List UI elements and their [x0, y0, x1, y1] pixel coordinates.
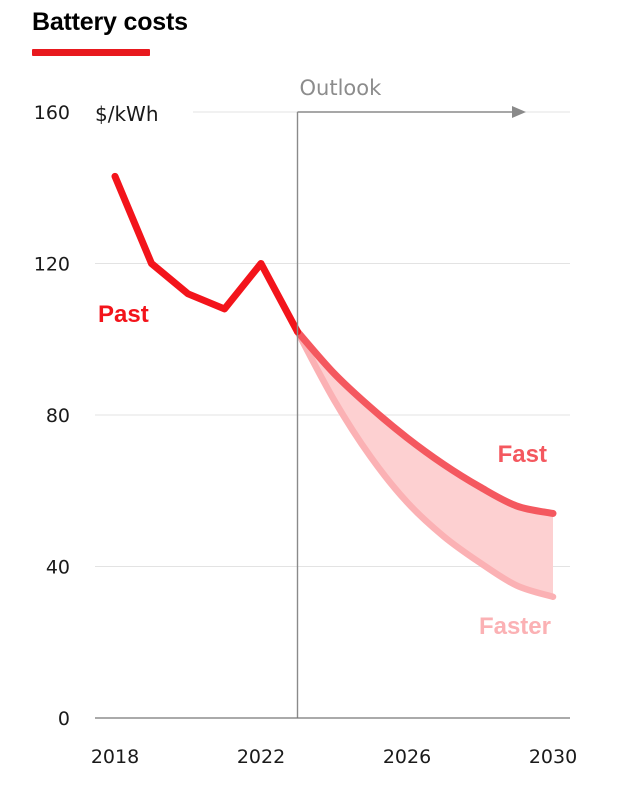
- x-tick-label: 2026: [383, 746, 431, 768]
- y-tick-label: 80: [46, 405, 70, 427]
- y-tick-label: 120: [34, 254, 70, 276]
- outlook-annotation: Outlook: [296, 76, 526, 718]
- fast-series-line: [294, 328, 557, 517]
- x-tick-label: 2018: [91, 746, 139, 768]
- y-axis-ticks: 0 40 80 120 160: [34, 102, 70, 730]
- past-series-line: [111, 172, 301, 336]
- faster-series-label: Faster: [479, 613, 551, 640]
- x-axis-ticks: 2018 2022 2026 2030: [91, 746, 577, 768]
- outlook-label: Outlook: [300, 76, 383, 100]
- series-labels: Past Fast Faster: [98, 301, 551, 640]
- y-tick-label: 0: [58, 708, 70, 730]
- fast-series-label: Fast: [498, 441, 547, 468]
- outlook-range-band: [297, 331, 553, 597]
- faster-series-line: [294, 328, 557, 601]
- arrow-right-icon: [512, 106, 526, 118]
- title-underline: [32, 49, 150, 56]
- y-tick-label: 40: [46, 557, 70, 579]
- x-tick-label: 2022: [237, 746, 285, 768]
- outlook-band: [297, 331, 553, 597]
- y-axis-unit-label: $/kWh: [95, 102, 159, 126]
- chart-title: Battery costs: [32, 8, 188, 36]
- past-series-label: Past: [98, 301, 149, 328]
- y-tick-label: 160: [34, 102, 70, 124]
- series-lines: [111, 172, 557, 601]
- x-tick-label: 2030: [529, 746, 577, 768]
